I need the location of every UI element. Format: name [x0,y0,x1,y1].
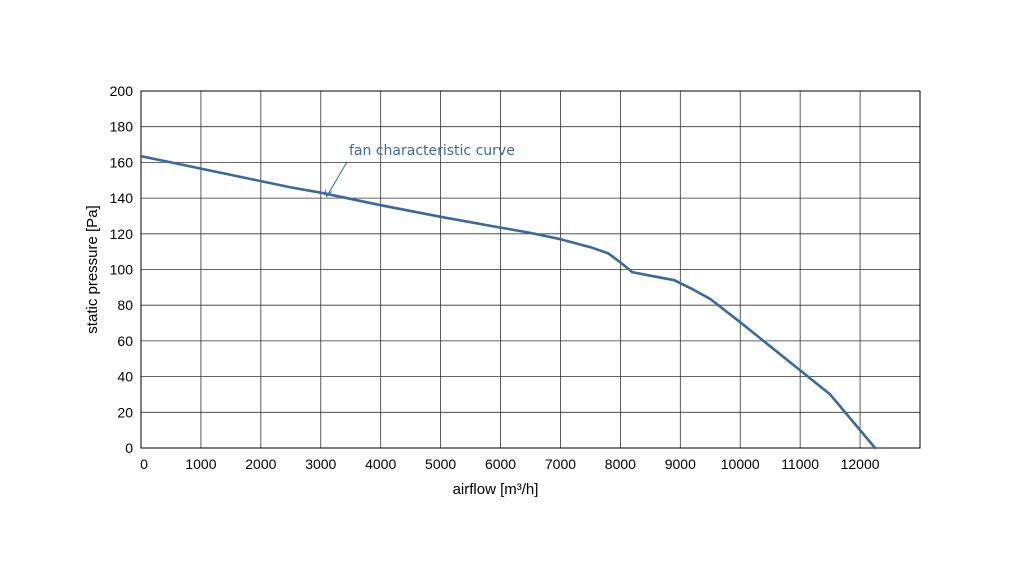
grid [140,90,920,449]
annotation: fan characteristic curve [324,143,515,198]
y-tick-label: 80 [117,297,133,313]
y-axis-label: static pressure [Pa] [84,205,101,333]
x-tick-label: 7000 [545,456,576,472]
y-tick-label: 60 [117,333,133,349]
x-tick-label: 4000 [365,456,396,472]
fan-characteristic-curve [139,154,877,450]
y-tick-label: 100 [110,262,134,278]
y-tick-label: 0 [125,440,133,456]
x-tick-label: 3000 [305,456,336,472]
x-tick-label: 11000 [781,456,819,472]
y-tick-label: 40 [117,369,133,385]
x-tick-label: 6000 [485,456,516,472]
x-tick-label: 9000 [665,456,696,472]
plot-frame [140,90,921,449]
y-tick-label: 120 [110,226,134,242]
x-tick-labels: 0 1000 2000 3000 4000 5000 6000 7000 8000 9000 100… [140,456,880,472]
annotation-leader-line [326,161,348,197]
y-tick-label: 200 [110,83,134,99]
y-tick-label: 20 [117,404,133,420]
x-tick-label: 8000 [605,456,636,472]
y-tick-label: 180 [110,119,134,135]
x-tick-label: 2000 [245,456,276,472]
x-tick-label: 1000 [185,456,216,472]
y-tick-label: 140 [110,190,134,206]
x-tick-label: 0 [140,456,148,472]
x-axis-label: airflow [m³/h] [453,481,539,498]
annotation-arrowhead [324,189,333,198]
y-tick-label: 160 [110,154,134,170]
annotation-label: fan characteristic curve [349,143,515,159]
x-tick-label: 10000 [721,456,760,472]
x-tick-label: 12000 [841,456,880,472]
y-tick-labels: 0 20 40 60 80 100 120 140 160 180 200 [110,83,134,456]
x-tick-label: 5000 [425,456,456,472]
